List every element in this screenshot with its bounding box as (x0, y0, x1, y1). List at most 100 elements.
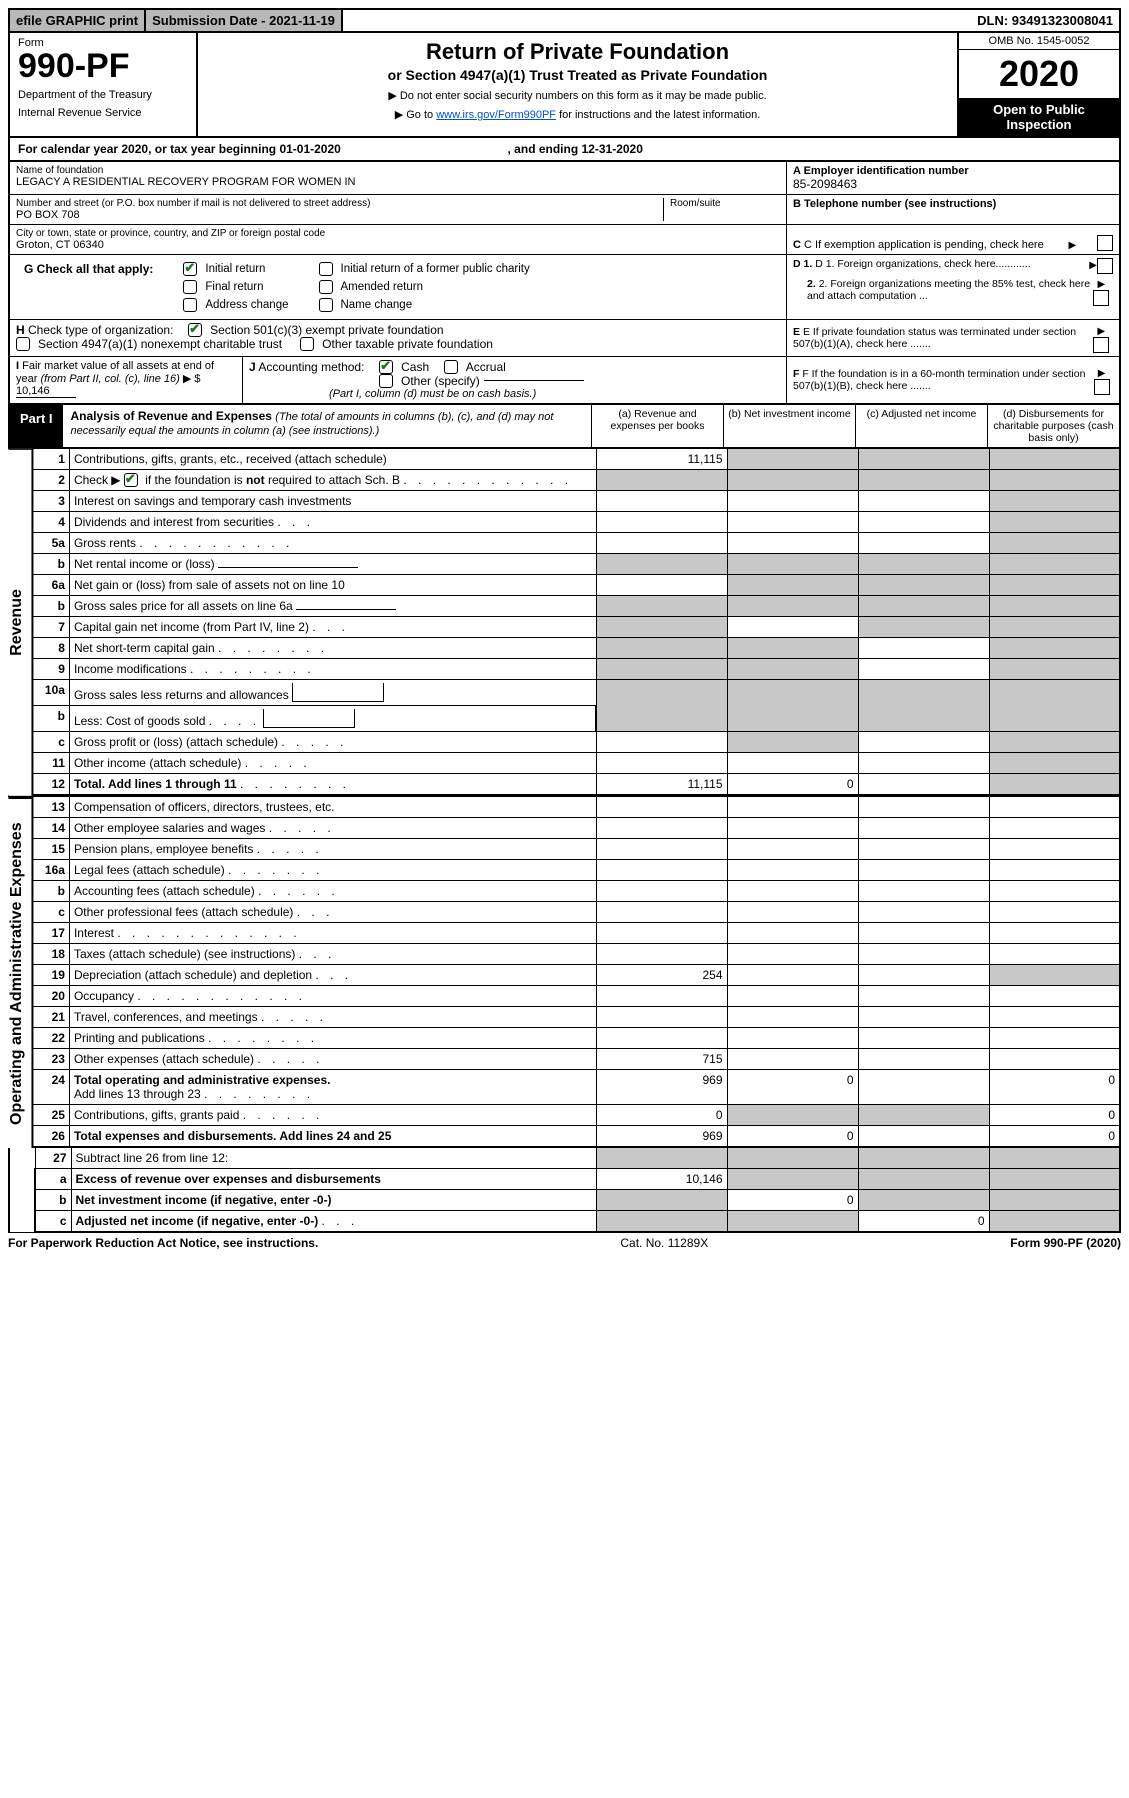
tax-year: 2020 (959, 50, 1119, 98)
j-other-checkbox[interactable] (379, 374, 393, 388)
omb-number: OMB No. 1545-0052 (959, 33, 1119, 50)
j-cash-checkbox[interactable] (379, 360, 393, 374)
j-note: (Part I, column (d) must be on cash basi… (249, 388, 780, 400)
form-title: Return of Private Foundation (208, 39, 947, 65)
header-right: OMB No. 1545-0052 2020 Open to PublicIns… (957, 33, 1119, 136)
schb-checkbox[interactable] (124, 473, 138, 487)
header-center: Return of Private Foundation or Section … (198, 33, 957, 136)
part1-header: Part I Analysis of Revenue and Expenses … (8, 405, 1121, 449)
h-501c3: Section 501(c)(3) exempt private foundat… (210, 323, 443, 337)
foundation-name: LEGACY A RESIDENTIAL RECOVERY PROGRAM FO… (16, 176, 780, 188)
table-row: 21Travel, conferences, and meetings . . … (33, 1007, 1120, 1028)
header-left: Form 990-PF Department of the Treasury I… (10, 33, 198, 136)
table-row: cAdjusted net income (if negative, enter… (9, 1211, 1120, 1233)
phone-label: B Telephone number (see instructions) (793, 198, 1113, 210)
table-row: 17Interest . . . . . . . . . . . . . (33, 923, 1120, 944)
revenue-label: Revenue (8, 449, 33, 796)
h-4947: Section 4947(a)(1) nonexempt charitable … (38, 337, 282, 351)
table-row: 26Total expenses and disbursements. Add … (33, 1126, 1120, 1148)
c-checkbox[interactable] (1097, 235, 1113, 251)
col-c-hdr: (c) Adjusted net income (855, 405, 987, 447)
ein-value: 85-2098463 (793, 177, 1113, 191)
table-row: bGross sales price for all assets on lin… (33, 596, 1120, 617)
table-row: aExcess of revenue over expenses and dis… (9, 1169, 1120, 1190)
page-footer: For Paperwork Reduction Act Notice, see … (8, 1233, 1121, 1250)
j-cash: Cash (401, 360, 429, 374)
note-pre: ▶ Go to (395, 109, 436, 121)
g-name-checkbox[interactable] (319, 298, 333, 312)
g-label: G Check all that apply: (24, 262, 153, 312)
g-amended-checkbox[interactable] (319, 280, 333, 294)
identity-section: Name of foundation LEGACY A RESIDENTIAL … (8, 162, 1121, 405)
irs-link[interactable]: www.irs.gov/Form990PF (436, 109, 556, 121)
table-row: 16aLegal fees (attach schedule) . . . . … (33, 860, 1120, 881)
h-other-checkbox[interactable] (300, 337, 314, 351)
table-row: 25Contributions, gifts, grants paid . . … (33, 1105, 1120, 1126)
table-row: 7Capital gain net income (from Part IV, … (33, 617, 1120, 638)
table-row: bNet investment income (if negative, ent… (9, 1190, 1120, 1211)
table-row: cOther professional fees (attach schedul… (33, 902, 1120, 923)
f-checkbox[interactable] (1094, 379, 1110, 395)
g-amended: Amended return (341, 281, 423, 293)
note-post: for instructions and the latest informat… (556, 109, 760, 121)
h-501c3-checkbox[interactable] (188, 323, 202, 337)
d2-checkbox[interactable] (1093, 290, 1109, 306)
opex-table: 13Compensation of officers, directors, t… (33, 797, 1121, 1148)
g-addr-checkbox[interactable] (183, 298, 197, 312)
name-label: Name of foundation (16, 165, 780, 176)
top-spacer (343, 10, 971, 31)
revenue-section: Revenue 1Contributions, gifts, grants, e… (8, 449, 1121, 798)
form-number: 990-PF (18, 49, 188, 83)
addr-label: Number and street (or P.O. box number if… (16, 198, 663, 209)
table-row: 9Income modifications . . . . . . . . . (33, 659, 1120, 680)
g-final-checkbox[interactable] (183, 280, 197, 294)
cal-year-end: , and ending 12-31-2020 (508, 142, 643, 156)
submission-date: Submission Date - 2021-11-19 (146, 10, 343, 31)
j-accrual-checkbox[interactable] (444, 360, 458, 374)
internal-revenue-service: Internal Revenue Service (18, 107, 188, 119)
table-row: bNet rental income or (loss) (33, 554, 1120, 575)
h-4947-checkbox[interactable] (16, 337, 30, 351)
table-row: 8Net short-term capital gain . . . . . .… (33, 638, 1120, 659)
efile-print-button[interactable]: efile GRAPHIC print (10, 10, 146, 31)
table-row: bAccounting fees (attach schedule) . . .… (33, 881, 1120, 902)
table-row: 12Total. Add lines 1 through 11 . . . . … (33, 774, 1120, 795)
form-header: Form 990-PF Department of the Treasury I… (8, 33, 1121, 138)
i-label: I Fair market value of all assets at end… (16, 360, 236, 398)
col-d-hdr: (d) Disbursements for charitable purpose… (987, 405, 1119, 447)
line27-table: 27Subtract line 26 from line 12: aExcess… (8, 1148, 1121, 1233)
g-initial-former-checkbox[interactable] (319, 262, 333, 276)
table-row: 23Other expenses (attach schedule) . . .… (33, 1049, 1120, 1070)
table-row: 27Subtract line 26 from line 12: (9, 1148, 1120, 1169)
d1-label: D 1. D 1. Foreign organizations, check h… (793, 258, 1031, 274)
part1-label: Part I (10, 405, 63, 447)
city-value: Groton, CT 06340 (16, 239, 780, 251)
g-addr: Address change (205, 299, 288, 311)
table-row: 22Printing and publications . . . . . . … (33, 1028, 1120, 1049)
table-row: 2Check ▶ if the foundation is not requir… (33, 469, 1120, 491)
e-checkbox[interactable] (1093, 337, 1109, 353)
g-initial-checkbox[interactable] (183, 262, 197, 276)
g-initial-former: Initial return of a former public charit… (341, 263, 530, 275)
table-row: 18Taxes (attach schedule) (see instructi… (33, 944, 1120, 965)
footer-right: Form 990-PF (2020) (1010, 1236, 1121, 1250)
footer-mid: Cat. No. 11289X (620, 1236, 708, 1250)
i-value: 10,146 (16, 385, 76, 398)
dln-number: DLN: 93491323008041 (971, 10, 1119, 31)
table-row: 6aNet gain or (loss) from sale of assets… (33, 575, 1120, 596)
table-row: 14Other employee salaries and wages . . … (33, 818, 1120, 839)
addr-value: PO BOX 708 (16, 209, 663, 221)
table-row: 10aGross sales less returns and allowanc… (33, 680, 1120, 706)
revenue-table: 1Contributions, gifts, grants, etc., rec… (33, 449, 1121, 796)
h-other: Other taxable private foundation (322, 337, 493, 351)
top-bar: efile GRAPHIC print Submission Date - 20… (8, 8, 1121, 33)
d2-label: 2. 2. Foreign organizations meeting the … (793, 278, 1093, 306)
city-label: City or town, state or province, country… (16, 228, 780, 239)
g-name: Name change (341, 299, 413, 311)
table-row: 5aGross rents . . . . . . . . . . . (33, 533, 1120, 554)
h-label: H Check type of organization: (16, 323, 173, 337)
d1-checkbox[interactable] (1097, 258, 1113, 274)
j-label: J Accounting method: (249, 360, 364, 374)
table-row: 24Total operating and administrative exp… (33, 1070, 1120, 1105)
c-label: C C If exemption application is pending,… (793, 239, 1044, 251)
